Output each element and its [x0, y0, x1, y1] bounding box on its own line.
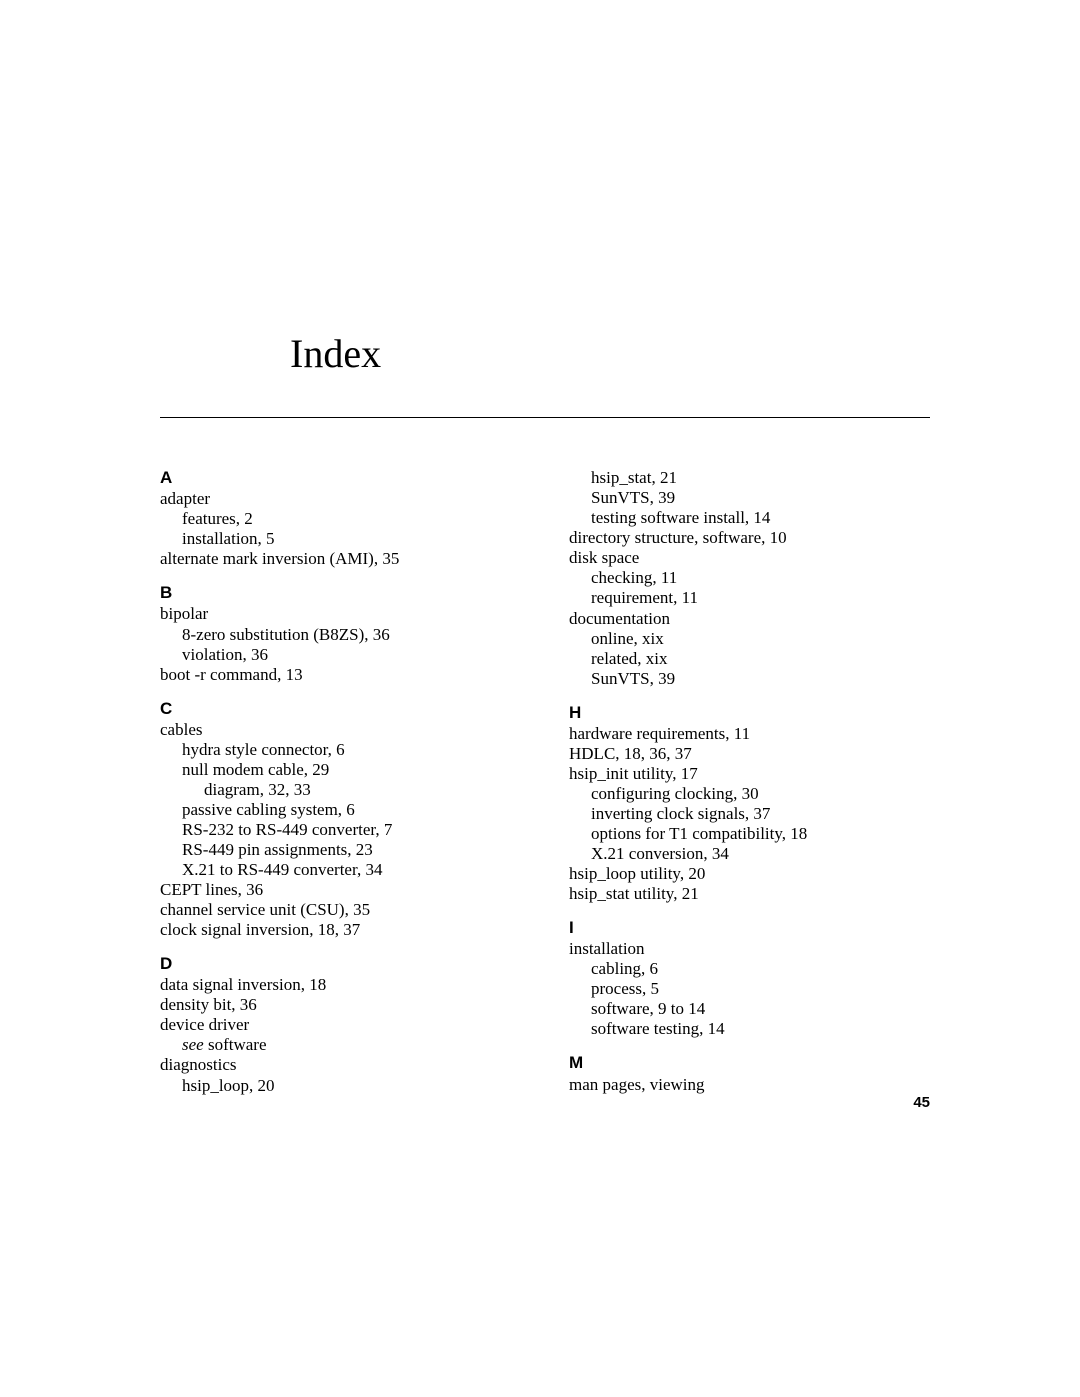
- index-entry: SunVTS, 39: [569, 488, 930, 508]
- page-number: 45: [913, 1094, 930, 1112]
- index-entry: process, 5: [569, 979, 930, 999]
- section-letter: B: [160, 583, 521, 603]
- index-entry: diagnostics: [160, 1055, 521, 1075]
- index-entry: software, 9 to 14: [569, 999, 930, 1019]
- index-entry: bipolar: [160, 604, 521, 624]
- index-entry: data signal inversion, 18: [160, 975, 521, 995]
- index-entry: disk space: [569, 548, 930, 568]
- index-entry: hsip_stat utility, 21: [569, 884, 930, 904]
- section-letter: I: [569, 918, 930, 938]
- index-entry: density bit, 36: [160, 995, 521, 1015]
- index-entry: RS-232 to RS-449 converter, 7: [160, 820, 521, 840]
- section-letter: A: [160, 468, 521, 488]
- index-entry: online, xix: [569, 629, 930, 649]
- index-entry: device driver: [160, 1015, 521, 1035]
- index-entry: adapter: [160, 489, 521, 509]
- index-entry: CEPT lines, 36: [160, 880, 521, 900]
- index-entry: man pages, viewing: [569, 1075, 930, 1095]
- index-entry: SunVTS, 39: [569, 669, 930, 689]
- index-entry: X.21 conversion, 34: [569, 844, 930, 864]
- index-entry: 8-zero substitution (B8ZS), 36: [160, 625, 521, 645]
- index-entry: RS-449 pin assignments, 23: [160, 840, 521, 860]
- index-entry: diagram, 32, 33: [160, 780, 521, 800]
- index-entry: X.21 to RS-449 converter, 34: [160, 860, 521, 880]
- left-column: Aadapterfeatures, 2installation, 5altern…: [160, 468, 521, 1095]
- index-entry: see software: [160, 1035, 521, 1055]
- index-entry: hsip_loop, 20: [160, 1076, 521, 1096]
- index-entry: boot -r command, 13: [160, 665, 521, 685]
- index-entry: hydra style connector, 6: [160, 740, 521, 760]
- index-entry: alternate mark inversion (AMI), 35: [160, 549, 521, 569]
- index-entry: software testing, 14: [569, 1019, 930, 1039]
- section-letter: M: [569, 1053, 930, 1073]
- index-columns: Aadapterfeatures, 2installation, 5altern…: [160, 468, 930, 1095]
- index-entry: related, xix: [569, 649, 930, 669]
- index-entry: installation, 5: [160, 529, 521, 549]
- index-entry: cables: [160, 720, 521, 740]
- index-entry: installation: [569, 939, 930, 959]
- index-entry: passive cabling system, 6: [160, 800, 521, 820]
- index-entry: hsip_stat, 21: [569, 468, 930, 488]
- index-entry: testing software install, 14: [569, 508, 930, 528]
- page: Index Aadapterfeatures, 2installation, 5…: [0, 0, 1080, 1397]
- index-entry: hsip_loop utility, 20: [569, 864, 930, 884]
- index-entry: documentation: [569, 609, 930, 629]
- index-entry: violation, 36: [160, 645, 521, 665]
- index-entry: null modem cable, 29: [160, 760, 521, 780]
- index-entry: configuring clocking, 30: [569, 784, 930, 804]
- index-entry: channel service unit (CSU), 35: [160, 900, 521, 920]
- index-entry: directory structure, software, 10: [569, 528, 930, 548]
- index-entry: cabling, 6: [569, 959, 930, 979]
- index-entry: hardware requirements, 11: [569, 724, 930, 744]
- section-letter: H: [569, 703, 930, 723]
- divider: [160, 417, 930, 418]
- section-letter: C: [160, 699, 521, 719]
- index-title: Index: [290, 330, 990, 377]
- index-entry: options for T1 compatibility, 18: [569, 824, 930, 844]
- section-letter: D: [160, 954, 521, 974]
- right-column: hsip_stat, 21SunVTS, 39testing software …: [569, 468, 930, 1095]
- index-entry: checking, 11: [569, 568, 930, 588]
- index-entry: clock signal inversion, 18, 37: [160, 920, 521, 940]
- index-entry: hsip_init utility, 17: [569, 764, 930, 784]
- index-entry: inverting clock signals, 37: [569, 804, 930, 824]
- index-entry: features, 2: [160, 509, 521, 529]
- index-entry: requirement, 11: [569, 588, 930, 608]
- index-entry: HDLC, 18, 36, 37: [569, 744, 930, 764]
